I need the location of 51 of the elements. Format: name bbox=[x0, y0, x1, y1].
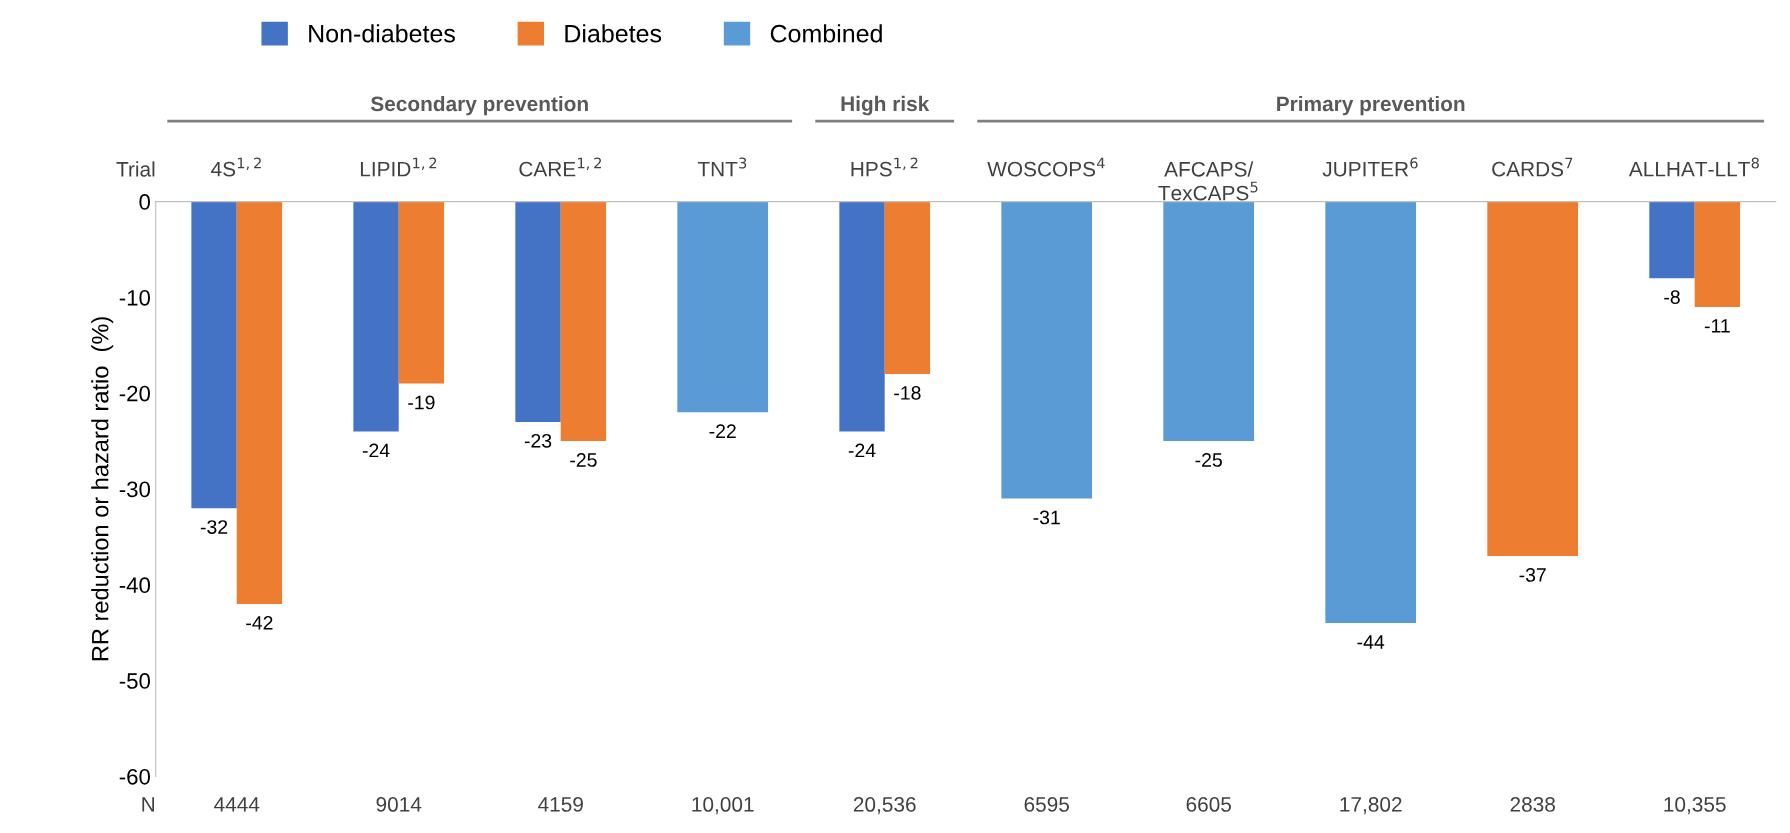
y-tick-label: -10 bbox=[119, 289, 150, 306]
x-tick-label: CARE$^{1,2}$ bbox=[519, 157, 601, 177]
text: 4159 bbox=[538, 797, 583, 812]
data-label: -31 bbox=[1033, 510, 1060, 525]
y-tick-label: -30 bbox=[119, 481, 150, 498]
text: Secondary prevention bbox=[370, 95, 588, 116]
x-tick-label: 4S$^{1,2}$ bbox=[211, 157, 261, 177]
data-label: -42 bbox=[246, 615, 273, 630]
text: 6605 bbox=[1186, 797, 1231, 812]
data-label: -25 bbox=[1195, 453, 1222, 467]
y-axis-title: RR reduction or hazard ratio (%) bbox=[91, 317, 114, 661]
x-tick-label: WOSCOPS$^{4}$ bbox=[987, 157, 1105, 177]
text: 20,536 bbox=[853, 797, 916, 815]
y-tick-label: -50 bbox=[119, 673, 150, 689]
text: Trial bbox=[116, 161, 155, 177]
x-tick-label: ALLHAT-LLT$^{8}$ bbox=[1628, 157, 1759, 177]
x-tick-label: CARDS$^{7}$ bbox=[1492, 157, 1573, 177]
data-label: -11 bbox=[1704, 319, 1730, 333]
data-label: -8 bbox=[1664, 290, 1680, 304]
text: 9014 bbox=[376, 797, 422, 812]
text: 6595 bbox=[1024, 797, 1069, 812]
y-tick-label: -20 bbox=[119, 385, 150, 402]
text: Primary prevention bbox=[1277, 95, 1465, 116]
text: High risk bbox=[841, 95, 930, 116]
text: 4444 bbox=[214, 797, 260, 812]
legend-label: Combined bbox=[770, 24, 882, 43]
text: 17,802 bbox=[1340, 797, 1402, 815]
data-label: -44 bbox=[1357, 635, 1385, 649]
y-tick-label: -60 bbox=[119, 768, 150, 785]
legend-label: Diabetes bbox=[565, 24, 662, 43]
data-label: -24 bbox=[848, 443, 876, 458]
data-label: -22 bbox=[709, 424, 736, 438]
x-tick-label: HPS$^{1,2}$ bbox=[851, 157, 918, 177]
data-label: -37 bbox=[1519, 568, 1546, 582]
text: 10,001 bbox=[692, 797, 754, 815]
legend-label: Non-diabetes bbox=[309, 24, 455, 43]
data-label: -32 bbox=[200, 520, 228, 534]
x-tick-label: JUPITER$^{6}$ bbox=[1322, 157, 1418, 177]
x-tick-label: AFCAPS/ TexCAPS$^{5}$ bbox=[1158, 161, 1258, 201]
text: 10,355 bbox=[1664, 797, 1726, 815]
x-tick-label: LIPID$^{1,2}$ bbox=[360, 157, 437, 177]
data-label: -19 bbox=[408, 395, 435, 410]
x-tick-label: TNT$^{3}$ bbox=[697, 157, 747, 177]
text: N bbox=[142, 797, 155, 812]
y-tick-label: 0 bbox=[139, 194, 150, 210]
data-label: -23 bbox=[524, 433, 552, 448]
data-label: -25 bbox=[570, 453, 597, 467]
data-label: -24 bbox=[362, 443, 390, 458]
y-tick-label: -40 bbox=[119, 577, 150, 594]
data-label: -18 bbox=[894, 386, 921, 400]
text: 2838 bbox=[1510, 797, 1555, 812]
